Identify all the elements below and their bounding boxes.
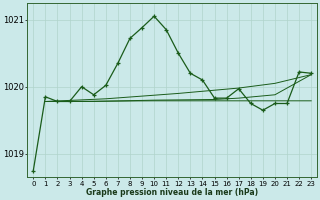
X-axis label: Graphe pression niveau de la mer (hPa): Graphe pression niveau de la mer (hPa) <box>86 188 258 197</box>
